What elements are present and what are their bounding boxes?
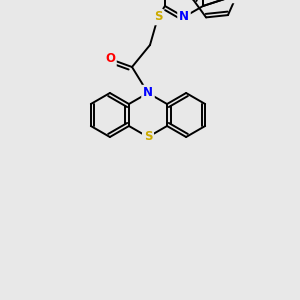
Text: S: S (154, 11, 162, 23)
Text: S: S (144, 130, 152, 143)
Text: O: O (105, 52, 115, 65)
Text: N: N (143, 86, 153, 100)
Text: N: N (232, 0, 242, 2)
Text: N: N (179, 11, 189, 23)
